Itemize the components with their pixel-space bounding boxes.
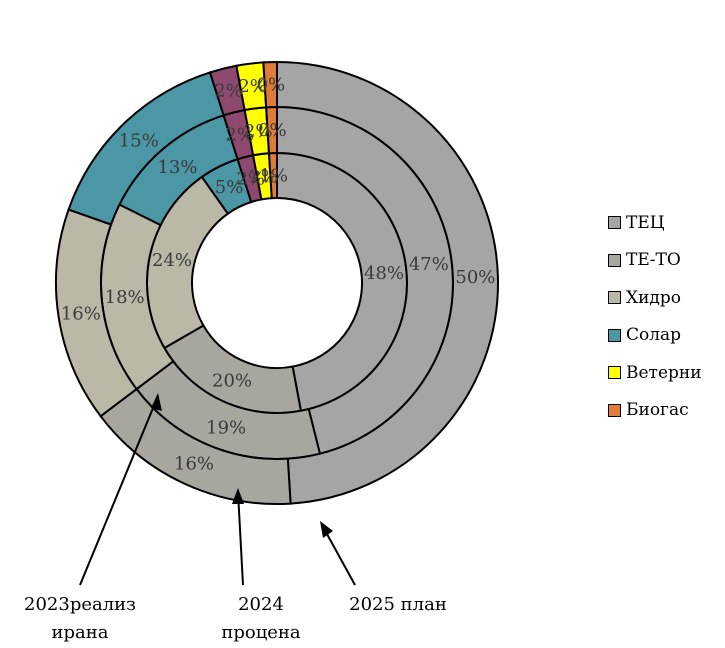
legend-label-veterni: Ветерни [626,362,702,383]
legend-label-biogas: Биогас [626,400,689,421]
chart-rings [55,60,500,505]
ring-2-label-hidro: 16% [61,303,101,324]
ring-2-label-tec: 50% [455,267,495,288]
ring-2-segment-tec [276,60,500,505]
legend-label-te-to: ТЕ-ТО [626,250,681,271]
ring-0-label-te-to: 20% [212,371,252,392]
annotation-2025-label: 2025 план [349,594,447,615]
chart-legend: ТЕЦ ТЕ-ТО Хидро Солар Ветерни Биогас [608,204,702,429]
annotation-2023-label: 2023реализ ирана [24,594,136,643]
legend-item-biogas: Биогас [608,392,702,430]
ring-1-label-tec: 47% [409,254,449,275]
annotation-2024-label: 2024 процена [221,594,301,643]
ring-0-label-biogas: 1% [259,166,288,187]
annotation-arrow-2023 [79,395,159,586]
legend-label-solar: Солар [626,325,682,346]
ring-2-label-solar: 15% [119,130,159,151]
legend-swatch-biogas [608,403,621,417]
ring-1-label-te-to: 19% [206,417,246,438]
chart-labels: 48%20%24%5%2%2%1%47%19%18%13%2%2%0%50%16… [61,75,496,475]
legend-item-veterni: Ветерни [608,354,702,392]
ring-1-label-veterni: 2% [244,121,273,142]
ring-0-label-solar: 5% [215,177,244,198]
ring-1-label-biogas: 0% [258,120,287,141]
annotation-arrowhead-2025 [320,521,333,538]
legend-swatch-solar [608,328,621,342]
annotation-arrowhead-2023 [151,393,162,411]
ring-1-label-solar: 13% [157,157,197,178]
legend-label-tec: ТЕЦ [626,212,665,233]
legend-swatch-hidro [608,291,621,305]
ring-0-label-tec: 48% [364,263,404,284]
annotation-arrowhead-2024 [232,488,244,504]
ring-1-label-extra: 2% [225,125,254,146]
annotation-arrow-2024 [237,491,244,586]
annotation-arrow-2025 [321,524,356,586]
ring-2-segment-biogas [262,60,278,109]
legend-swatch-te-to [608,253,621,267]
ring-2-label-te-to: 16% [174,453,214,474]
ring-0-label-hidro: 24% [152,250,192,271]
ring-0-label-extra: 2% [236,169,265,190]
legend-item-hidro: Хидро [608,279,702,317]
legend-label-hidro: Хидро [626,287,682,308]
ring-2-label-biogas: 0% [257,75,286,96]
legend-swatch-veterni [608,366,621,380]
ring-0-label-veterni: 2% [250,166,279,187]
legend-item-te-to: ТЕ-ТО [608,242,702,280]
ring-1-label-hidro: 18% [105,287,145,308]
legend-item-tec: ТЕЦ [608,204,702,242]
ring-2-label-extra: 2% [214,80,243,101]
legend-item-solar: Солар [608,317,702,355]
legend-swatch-tec [608,216,621,230]
ring-2-label-veterni: 2% [238,76,267,97]
ring-annotations: 2023реализ ирана 2024 процена 2025 план [24,393,447,643]
